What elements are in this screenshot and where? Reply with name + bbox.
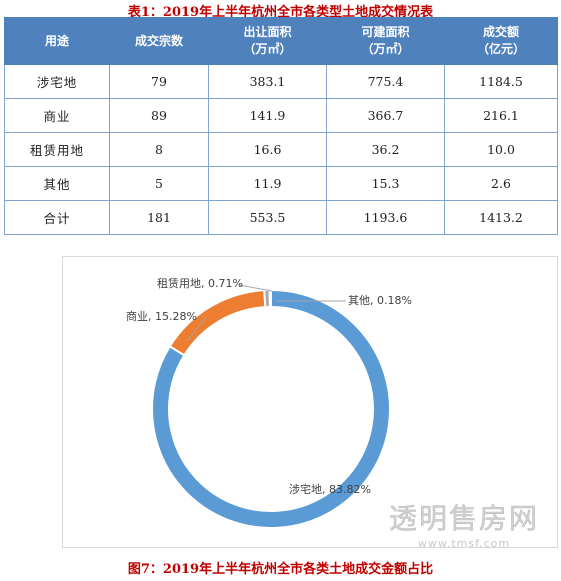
header-amount-unit: （亿元）	[476, 42, 525, 56]
header-transfer-area-unit: （万㎡）	[243, 42, 292, 56]
table-row: 商业 89 141.9 366.7 216.1	[4, 98, 558, 133]
cell-amount: 2.6	[444, 166, 558, 201]
label-commercial-leader-line	[186, 316, 207, 342]
cell-count: 8	[109, 132, 209, 167]
cell-amount: 216.1	[444, 98, 558, 133]
cell-usage: 租赁用地	[4, 132, 110, 167]
donut-chart-panel: 涉宅地, 83.82% 商业, 15.28% 租赁用地, 0.71% 其他, 0.18…	[62, 256, 558, 548]
header-transfer-area: 出让面积 （万㎡）	[208, 17, 327, 65]
land-transaction-table: 用途 成交宗数 出让面积 （万㎡） 可建面积 （万㎡） 成交额 （亿元） 涉宅地 79…	[4, 17, 558, 235]
cell-count: 5	[109, 166, 209, 201]
cell-usage: 其他	[4, 166, 110, 201]
cell-transfer-area: 11.9	[208, 166, 327, 201]
table-row: 其他 5 11.9 15.3 2.6	[4, 166, 558, 201]
header-amount: 成交额 （亿元）	[444, 17, 558, 65]
header-usage: 用途	[4, 17, 110, 65]
donut-chart: 涉宅地, 83.82% 商业, 15.28% 租赁用地, 0.71% 其他, 0.18…	[126, 276, 412, 529]
watermark-url: www.tmsf.com	[417, 537, 511, 550]
cell-transfer-area: 383.1	[208, 64, 327, 99]
cell-amount: 1184.5	[444, 64, 558, 99]
table-title: 表1：2019年上半年杭州全市各类型土地成交情况表	[127, 5, 434, 20]
cell-amount: 1413.2	[444, 200, 558, 235]
slice-residential	[151, 288, 391, 529]
figure-caption: 图7：2019年上半年杭州全市各类土地成交金额占比	[127, 562, 434, 577]
cell-usage: 商业	[4, 98, 110, 133]
header-buildable-area-unit: （万㎡）	[361, 42, 410, 56]
header-buildable-area: 可建面积 （万㎡）	[326, 17, 445, 65]
cell-count: 89	[109, 98, 209, 133]
cell-buildable-area: 1193.6	[326, 200, 445, 235]
cell-transfer-area: 16.6	[208, 132, 327, 167]
label-other: 其他, 0.18%	[348, 294, 412, 307]
table-row: 租赁用地 8 16.6 36.2 10.0	[4, 132, 558, 167]
cell-count: 79	[109, 64, 209, 99]
label-residential: 涉宅地, 83.82%	[289, 482, 371, 496]
header-buildable-area-label: 可建面积	[361, 25, 410, 39]
header-count: 成交宗数	[109, 17, 209, 65]
watermark: 透明售房网 www.tmsf.com	[389, 497, 539, 550]
cell-transfer-area: 141.9	[208, 98, 327, 133]
table-row: 涉宅地 79 383.1 775.4 1184.5	[4, 64, 558, 99]
header-usage-label: 用途	[44, 33, 69, 48]
cell-usage: 涉宅地	[4, 64, 110, 99]
cell-count: 181	[109, 200, 209, 235]
table-total-row: 合计 181 553.5 1193.6 1413.2	[4, 200, 558, 235]
cell-buildable-area: 366.7	[326, 98, 445, 133]
cell-usage: 合计	[4, 200, 110, 235]
cell-buildable-area: 775.4	[326, 64, 445, 99]
cell-transfer-area: 553.5	[208, 200, 327, 235]
slice-other	[268, 288, 272, 309]
cell-amount: 10.0	[444, 132, 558, 167]
label-commercial: 商业, 15.28%	[126, 309, 197, 323]
table-header-row: 用途 成交宗数 出让面积 （万㎡） 可建面积 （万㎡） 成交额 （亿元）	[4, 17, 558, 65]
cell-buildable-area: 15.3	[326, 166, 445, 201]
header-amount-label: 成交额	[482, 25, 519, 39]
label-rental: 租赁用地, 0.71%	[157, 276, 243, 290]
cell-buildable-area: 36.2	[326, 132, 445, 167]
label-rental-leader-line	[238, 284, 273, 292]
header-count-label: 成交宗数	[134, 33, 183, 48]
header-transfer-area-label: 出让面积	[243, 25, 292, 39]
watermark-logo-text: 透明售房网	[388, 502, 539, 536]
